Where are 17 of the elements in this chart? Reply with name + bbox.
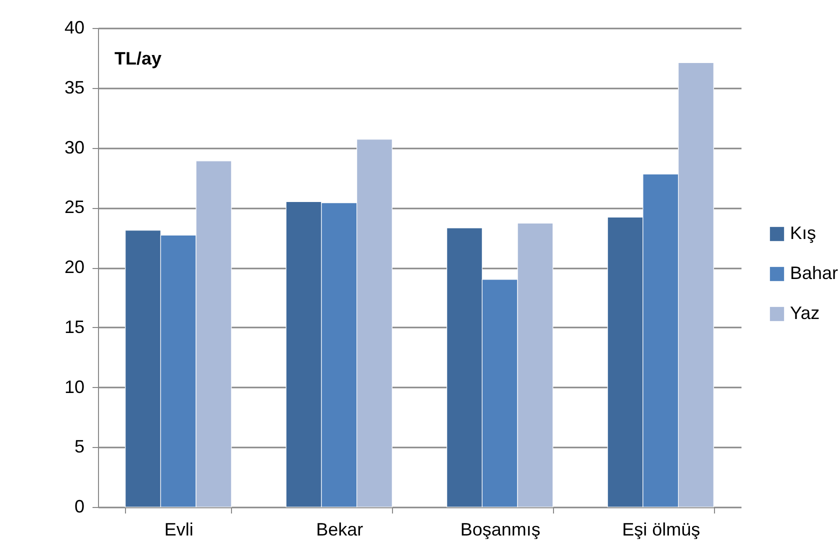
y-tick-label: 15 — [64, 316, 84, 337]
x-tick-label: Bekar — [316, 520, 364, 540]
legend-label: Kış — [790, 223, 816, 243]
y-tick-label: 10 — [64, 376, 84, 397]
y-tick-label: 5 — [74, 436, 84, 457]
y-tick-label: 40 — [64, 18, 84, 38]
y-tick-label: 20 — [64, 257, 84, 277]
x-tick-label: Boşanmış — [460, 520, 540, 540]
y-tick-label: 30 — [64, 137, 84, 158]
y-axis-title: TL/ay — [114, 48, 162, 68]
y-tick-label: 25 — [64, 197, 84, 218]
x-tick-label: Eşi ölmüş — [622, 520, 700, 540]
y-tick-label: 35 — [64, 77, 84, 98]
y-tick-label: 0 — [74, 496, 84, 516]
legend-label: Bahar — [790, 263, 838, 283]
x-tick-label: Evli — [164, 520, 194, 540]
legend-label: Yaz — [790, 303, 820, 323]
